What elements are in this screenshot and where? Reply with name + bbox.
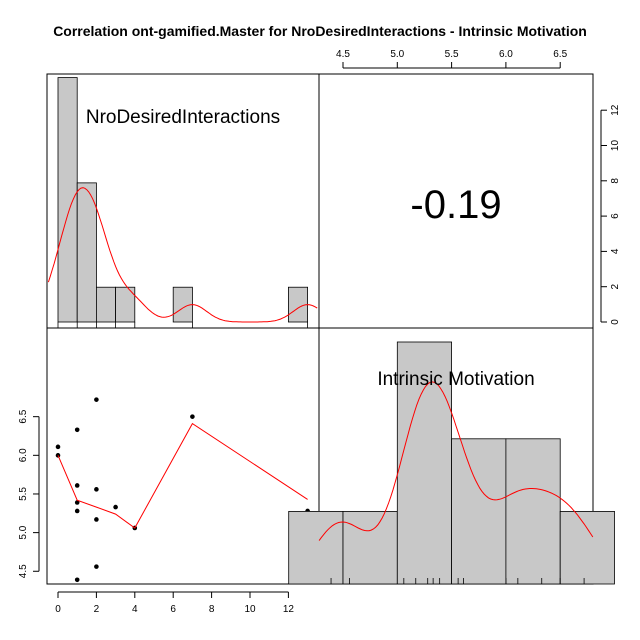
top-tick-label: 4.5 — [336, 49, 350, 60]
right-tick-label: 4 — [610, 248, 621, 254]
scatter-point — [74, 500, 80, 505]
scatter-point — [94, 397, 99, 402]
histogram-bar — [57, 77, 78, 323]
histogram-bar — [76, 182, 97, 323]
axes: 0 2 4 6 8 10 12 4.5 5.0 5.5 6.0 6.5 4.5 5.0 5.5 6.0 6.5 0… — [18, 49, 621, 615]
y-tick-label: 5.0 — [18, 525, 29, 539]
panel-border — [46, 327, 320, 585]
chart-title: Correlation ont-gamified.Master for NroD… — [53, 23, 587, 39]
variable-label-nro: NroDesiredInteractions — [86, 107, 280, 128]
y-tick-label: 4.5 — [18, 564, 29, 578]
histogram-panel-intrinsic: Intrinsic Motivation — [288, 327, 615, 585]
histogram-bar — [342, 510, 398, 585]
scatter-point — [94, 564, 99, 569]
density-curve — [47, 187, 318, 323]
scatter-point — [74, 508, 80, 514]
right-tick-label: 0 — [610, 319, 621, 325]
y-tick-label: 6.5 — [18, 409, 29, 423]
x-tick-label: 2 — [94, 604, 100, 615]
x-tick-label: 8 — [209, 604, 215, 615]
right-tick-label: 6 — [610, 213, 621, 219]
histogram-panel-nro: NroDesiredInteractions — [46, 73, 320, 329]
histogram-bar — [559, 510, 615, 585]
right-tick-label: 2 — [610, 283, 621, 289]
y-tick-label: 5.5 — [18, 487, 29, 501]
histogram-bar — [396, 341, 452, 585]
scatter-point — [94, 517, 99, 522]
histogram-bar — [505, 438, 561, 585]
correlation-panel: -0.19 — [318, 73, 594, 329]
scatter-point — [74, 427, 80, 433]
x-tick-label: 4 — [132, 604, 138, 615]
scatter-point — [74, 577, 80, 583]
correlation-value: -0.19 — [410, 183, 501, 227]
right-tick-label: 8 — [610, 178, 621, 184]
scatter-point — [190, 414, 195, 419]
x-tick-label: 10 — [244, 604, 256, 615]
scatter-point — [94, 487, 99, 492]
y-tick-label: 6.0 — [18, 448, 29, 462]
scatter-point — [113, 504, 118, 510]
top-tick-label: 6.0 — [499, 49, 513, 60]
top-tick-label: 5.0 — [390, 49, 404, 60]
variable-label-intrinsic: Intrinsic Motivation — [377, 369, 534, 390]
histogram-bar — [115, 286, 136, 323]
histogram-bar — [288, 510, 344, 585]
scatter-point — [55, 444, 61, 450]
top-tick-label: 6.5 — [553, 49, 567, 60]
density-curve — [318, 381, 594, 541]
histogram-bar — [451, 438, 507, 585]
smooth-line — [57, 422, 308, 529]
x-tick-label: 12 — [283, 604, 295, 615]
x-tick-label: 0 — [55, 604, 61, 615]
histogram-bar — [96, 286, 117, 323]
scatter-panel — [46, 327, 320, 585]
scatter-point — [74, 483, 80, 488]
x-tick-label: 6 — [170, 604, 176, 615]
right-tick-label: 12 — [610, 104, 621, 116]
right-tick-label: 10 — [610, 140, 621, 152]
top-tick-label: 5.5 — [445, 49, 459, 60]
